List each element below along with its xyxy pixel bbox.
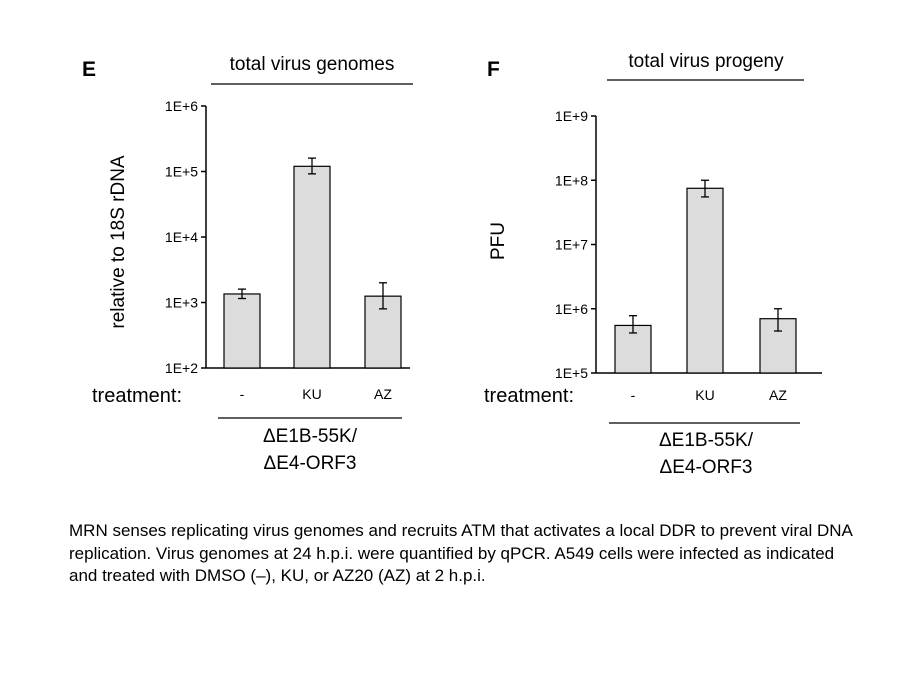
y-axis-label: relative to 18S rDNA [108,155,129,329]
group-label: ΔE1B-55K/ [263,426,358,447]
bar [293,165,331,369]
group-label: ΔE1B-55K/ [659,430,754,451]
panel-letter: F [487,58,500,81]
x-tick-label: - [240,386,245,402]
y-tick-label: 1E+6 [555,301,588,317]
y-tick-label: 1E+8 [555,172,588,188]
bar [223,293,261,369]
panel-title: total virus progeny [628,51,784,72]
y-tick-label: 1E+4 [165,229,198,245]
x-axis-label: treatment: [92,385,182,407]
panel-title: total virus genomes [230,54,395,75]
y-tick-label: 1E+5 [165,164,198,180]
bar [364,295,402,369]
y-tick-label: 1E+9 [555,108,588,124]
y-tick-label: 1E+7 [555,237,588,253]
group-label: ΔE4-ORF3 [264,453,357,474]
x-tick-label: AZ [374,386,392,402]
x-tick-label: KU [695,387,714,403]
y-tick-label: 1E+6 [165,98,198,114]
x-axis-label: treatment: [484,385,574,407]
figure-caption: MRN senses replicating virus genomes and… [69,521,852,585]
y-tick-label: 1E+5 [555,365,588,381]
panel-letter: E [82,58,96,81]
y-axis-label: PFU [488,222,509,260]
x-tick-label: - [631,387,636,403]
x-tick-label: AZ [769,387,787,403]
bar [686,187,724,374]
x-tick-label: KU [302,386,321,402]
group-label: ΔE4-ORF3 [660,457,753,478]
y-tick-label: 1E+3 [165,295,198,311]
y-tick-label: 1E+2 [165,360,198,376]
